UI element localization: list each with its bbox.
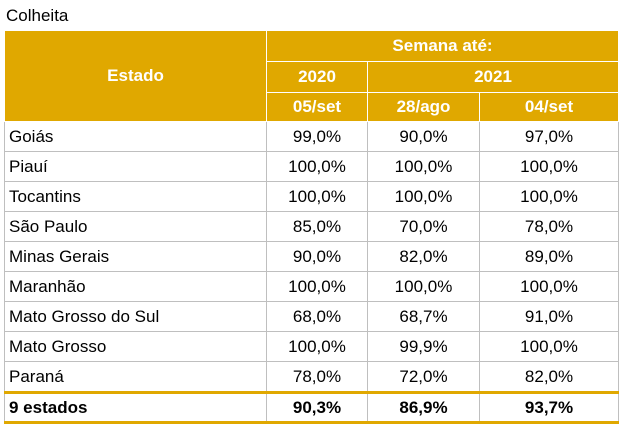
value-cell: 85,0% — [266, 211, 368, 242]
state-name: São Paulo — [4, 211, 267, 242]
value-cell: 100,0% — [266, 151, 368, 182]
state-name: Maranhão — [4, 271, 267, 302]
year-2021-header: 2021 — [366, 61, 620, 93]
harvest-table: Estado Semana até: 2020 2021 05/set 28/a… — [4, 30, 620, 424]
total-row: 9 estados 90,3% 86,9% 93,7% — [4, 391, 620, 424]
value-cell: 100,0% — [478, 151, 620, 182]
value-cell: 90,0% — [266, 241, 368, 272]
value-cell: 68,7% — [367, 301, 480, 332]
value-cell: 82,0% — [367, 241, 480, 272]
table-row: Paraná 78,0% 72,0% 82,0% — [4, 361, 620, 393]
value-cell: 100,0% — [478, 271, 620, 302]
value-cell: 100,0% — [266, 181, 368, 212]
value-cell: 99,9% — [367, 331, 480, 362]
value-cell: 78,0% — [478, 211, 620, 242]
value-cell: 70,0% — [367, 211, 480, 242]
state-name: Minas Gerais — [4, 241, 267, 272]
value-cell: 89,0% — [478, 241, 620, 272]
value-cell: 90,0% — [367, 121, 480, 152]
state-name: Mato Grosso do Sul — [4, 301, 267, 332]
table-caption: Colheita — [6, 6, 69, 25]
year-2020-header: 2020 — [266, 61, 368, 93]
table-row: Goiás 99,0% 90,0% 97,0% — [4, 121, 620, 152]
table-row: Mato Grosso do Sul 68,0% 68,7% 91,0% — [4, 301, 620, 332]
table-row: Mato Grosso 100,0% 99,9% 100,0% — [4, 331, 620, 362]
value-cell: 100,0% — [367, 151, 480, 182]
value-cell: 100,0% — [266, 331, 368, 362]
total-label: 9 estados — [4, 391, 267, 424]
value-cell: 100,0% — [478, 181, 620, 212]
total-value: 90,3% — [266, 391, 368, 424]
total-value: 93,7% — [478, 391, 620, 424]
value-cell: 78,0% — [266, 361, 368, 393]
total-value: 86,9% — [367, 391, 480, 424]
value-cell: 97,0% — [478, 121, 620, 152]
value-cell: 100,0% — [478, 331, 620, 362]
state-name: Piauí — [4, 151, 267, 182]
table-row: Minas Gerais 90,0% 82,0% 89,0% — [4, 241, 620, 272]
value-cell: 99,0% — [266, 121, 368, 152]
semana-header: Semana até: — [265, 30, 620, 62]
value-cell: 82,0% — [478, 361, 620, 393]
value-cell: 100,0% — [367, 271, 480, 302]
value-cell: 100,0% — [266, 271, 368, 302]
date-header-2: 28/ago — [367, 92, 480, 122]
state-name: Tocantins — [4, 181, 267, 212]
value-cell: 72,0% — [367, 361, 480, 393]
value-cell: 68,0% — [266, 301, 368, 332]
value-cell: 100,0% — [367, 181, 480, 212]
state-name: Mato Grosso — [4, 331, 267, 362]
table-row: Piauí 100,0% 100,0% 100,0% — [4, 151, 620, 182]
table-row: Tocantins 100,0% 100,0% 100,0% — [4, 181, 620, 212]
date-header-3: 04/set — [478, 92, 620, 122]
date-header-1: 05/set — [266, 92, 368, 122]
value-cell: 91,0% — [478, 301, 620, 332]
state-name: Paraná — [4, 361, 267, 393]
table-row: Maranhão 100,0% 100,0% 100,0% — [4, 271, 620, 302]
state-name: Goiás — [4, 121, 267, 152]
table-row: São Paulo 85,0% 70,0% 78,0% — [4, 211, 620, 242]
estado-header: Estado — [4, 30, 267, 122]
